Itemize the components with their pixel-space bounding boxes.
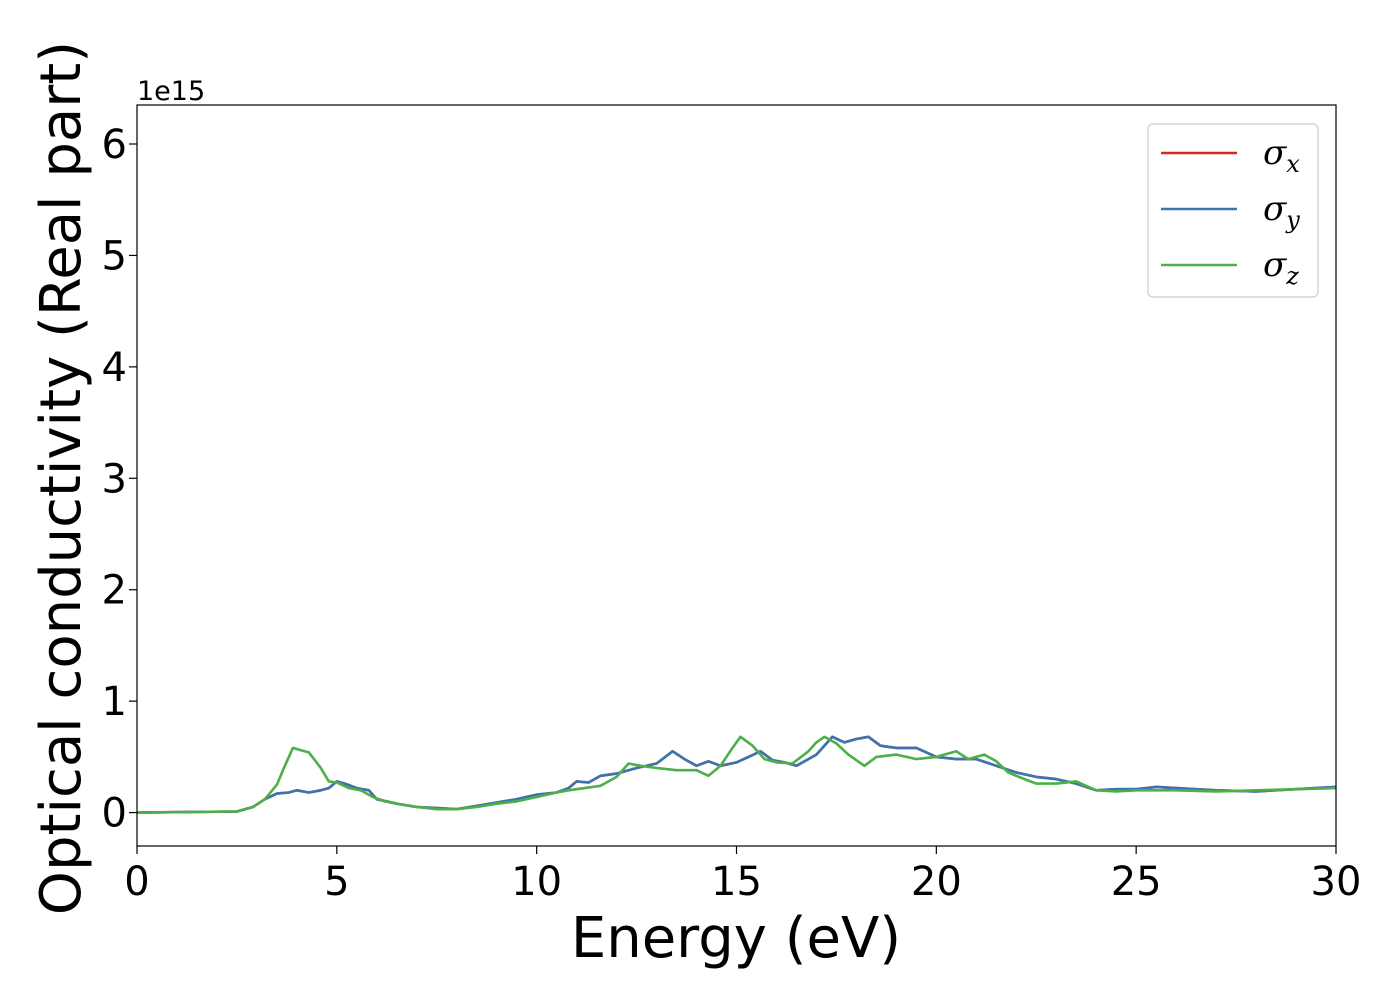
x-tick-label: 20: [911, 859, 962, 905]
legend-box: [1147, 123, 1319, 298]
series-line-1: [136, 735, 1337, 814]
y-tick-label: 1: [102, 679, 127, 725]
y-offset-label: 1e15: [137, 76, 205, 107]
series-line-2: [136, 735, 1337, 814]
y-tick-label: 3: [102, 456, 127, 502]
x-tick-label: 15: [711, 859, 762, 905]
y-tick-label: 2: [102, 568, 127, 614]
x-tick-label: 0: [124, 859, 149, 905]
x-tick-label: 10: [511, 859, 562, 905]
y-axis-label: Optical conductivity (Real part): [29, 41, 94, 915]
y-tick-label: 0: [102, 791, 127, 837]
y-tick-label: 6: [102, 122, 127, 168]
x-axis-label: Energy (eV): [571, 906, 901, 971]
x-tick-label: 30: [1311, 859, 1362, 905]
series-lines: [136, 735, 1337, 814]
x-axis-ticks: 0 5 10 15 20 25 30: [124, 846, 1361, 905]
y-tick-label: 5: [102, 233, 127, 279]
y-axis-ticks: 0 1 2 3 4 5 6: [102, 122, 137, 837]
series-line-3: [136, 735, 1337, 814]
x-tick-label: 5: [324, 859, 349, 905]
y-tick-label: 4: [102, 345, 127, 391]
x-tick-label: 25: [1111, 859, 1162, 905]
